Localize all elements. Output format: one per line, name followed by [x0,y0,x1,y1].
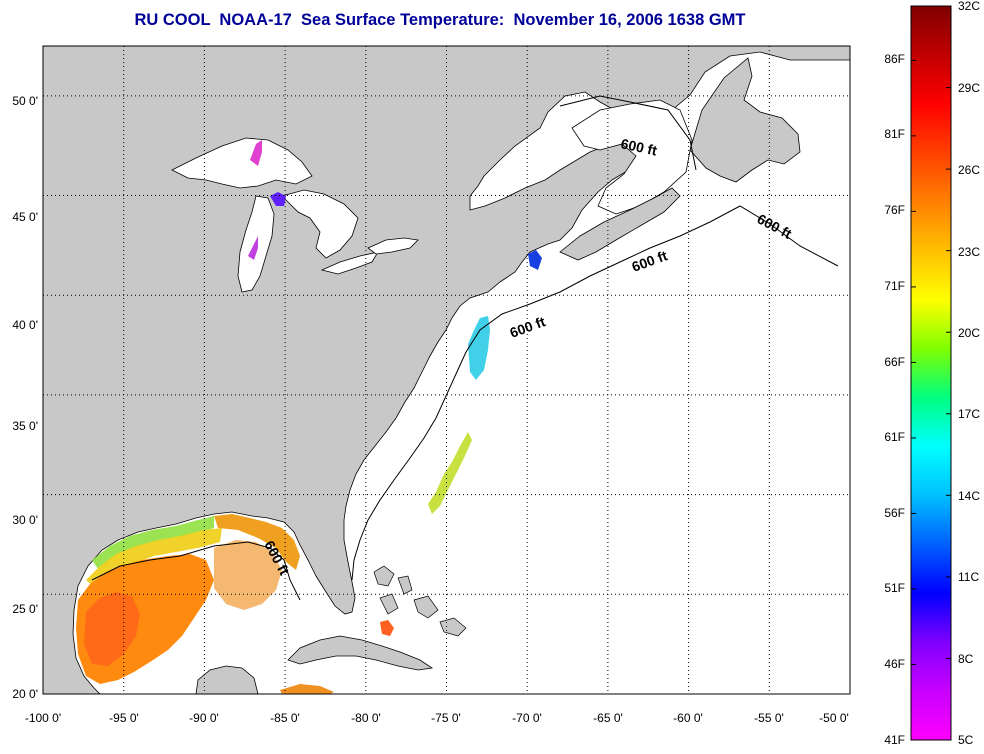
colorbar-celsius-label: 20C [958,326,980,340]
x-tick-label: -55 0' [754,711,784,725]
map-area: 600 ft 600 ft 600 ft 600 ft 600 ft -100 … [12,45,851,725]
sst-central-gulf [214,540,282,610]
colorbar-fahrenheit-label: 86F [884,52,905,66]
x-tick-label: -60 0' [673,711,703,725]
map-frame [42,45,851,695]
sst-lake-superior-patch [250,140,262,166]
sst-gulf-coastal-yellow [86,528,222,592]
graticule [43,46,850,694]
contour-600ft [91,95,839,601]
colorbar-fahrenheit-label: 56F [884,506,905,520]
lake-ontario [367,237,419,255]
bahamas-islands [373,565,467,637]
colorbar-fahrenheit-label: 81F [884,127,905,141]
colorbar-ticks [911,5,951,741]
contour-label-newfoundland: 600 ft [619,135,658,158]
yucatan-land [195,665,259,694]
sst-western-gulf-core [84,592,140,666]
colorbar-celsius-label: 8C [958,652,974,666]
colorbar-fahrenheit-label: 51F [884,581,905,595]
sst-cuba-north [380,620,394,636]
x-tick-label: -65 0' [593,711,623,725]
colorbar-celsius-label: 23C [958,245,980,259]
x-tick-label: -75 0' [431,711,461,725]
colorbar-fahrenheit-label: 71F [884,279,905,293]
colorbar-celsius-label: 11C [958,570,979,584]
sst-gulf-coastal-green [92,516,214,572]
colorbar-celsius-label: 5C [958,733,974,747]
sst-carolina-patches [428,432,472,514]
x-tick-label: -50 0' [819,711,849,725]
x-tick-label: -100 0' [25,711,61,725]
colorbar-fahrenheit-label: 66F [884,355,905,369]
sst-south-gulf-strip [280,684,334,694]
y-tick-label: 45 0' [12,210,38,224]
sst-mid-atlantic-patch [468,316,490,380]
colorbar-fahrenheit-label: 46F [884,657,905,671]
sst-gulf-of-maine-patch [528,250,542,270]
x-tick-label: -95 0' [109,711,139,725]
y-tick-label: 50 0' [12,94,38,108]
x-tick-label: -70 0' [512,711,542,725]
north-america-land [43,46,850,694]
y-tick-label: 35 0' [12,419,38,433]
colorbar-celsius-label: 14C [958,489,980,503]
colorbar-fahrenheit-label: 76F [884,203,905,217]
sst-data [76,140,542,694]
lake-erie [320,251,379,275]
cuba-land [287,635,434,671]
colorbar-celsius-label: 17C [958,407,980,421]
y-tick-label: 20 0' [12,687,38,701]
colorbar-celsius-label: 26C [958,163,980,177]
x-tick-label: -85 0' [270,711,300,725]
gulf-st-lawrence [571,99,693,215]
colorbar-fahrenheit-label: 61F [884,430,905,444]
y-tick-label: 40 0' [12,318,38,332]
newfoundland-land [689,57,801,183]
sst-florida-panhandle [214,514,300,570]
colorbar-celsius-label: 29C [958,81,980,95]
map-title: RU COOL NOAA-17 Sea Surface Temperature:… [134,11,746,29]
colorbar-celsius-label: 32C [958,0,980,13]
lake-huron [281,189,359,259]
x-tick-label: -90 0' [189,711,219,725]
x-tick-label: -80 0' [351,711,381,725]
sst-lake-michigan-patch [248,236,258,260]
y-tick-label: 30 0' [12,513,38,527]
colorbar: 32C 29C 26C 23C 20C 17C 14C 11C 8C 5C 86… [884,0,980,747]
y-tick-label: 25 0' [12,602,38,616]
colorbar-gradient [910,5,952,741]
lake-superior [171,137,313,189]
colorbar-fahrenheit-label: 41F [884,733,905,747]
sst-straits-patch [270,192,286,206]
